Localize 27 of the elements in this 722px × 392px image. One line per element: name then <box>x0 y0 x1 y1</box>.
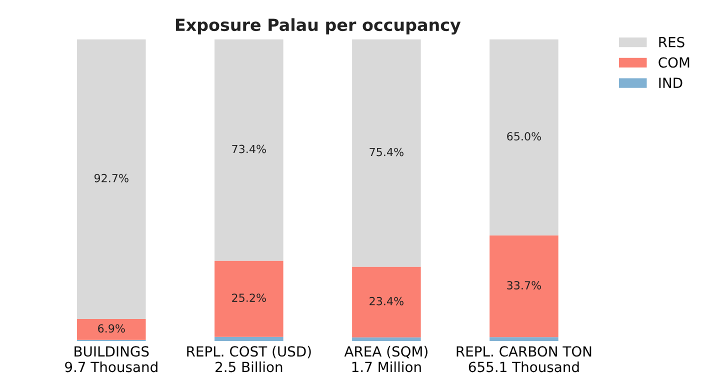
x-tick-label: REPL. CARBON TON 655.1 Thousand <box>456 346 592 372</box>
data-label: 65.0% <box>507 132 541 141</box>
legend-label: COM <box>658 57 690 68</box>
bar <box>214 260 284 337</box>
data-label: 92.7% <box>94 174 128 182</box>
x-tick-label: REPL. COST (USD) 2.5 Billion <box>187 346 311 372</box>
data-label: 33.7% <box>507 281 541 290</box>
bar <box>214 336 284 342</box>
legend-label: IND <box>659 78 682 88</box>
bar <box>77 319 146 340</box>
chart-title: Exposure Palau per occupancy <box>176 18 461 34</box>
bar <box>490 39 558 236</box>
x-tick-label: AREA (SQM) 1.7 Million <box>344 346 428 372</box>
bar <box>352 337 421 342</box>
bar <box>214 39 284 261</box>
data-label: 75.4% <box>370 148 404 156</box>
data-label: 25.2% <box>232 294 266 302</box>
bar <box>352 266 421 338</box>
bar <box>490 235 558 338</box>
legend-label: RES <box>659 36 684 48</box>
data-label: 6.9% <box>98 324 125 333</box>
bar <box>490 337 558 342</box>
x-tick-label: BUILDINGS 9.7 Thousand <box>65 346 158 372</box>
bar <box>352 39 421 267</box>
bar <box>77 39 146 320</box>
data-label: 73.4% <box>232 144 266 154</box>
data-label: 23.4% <box>370 296 404 306</box>
